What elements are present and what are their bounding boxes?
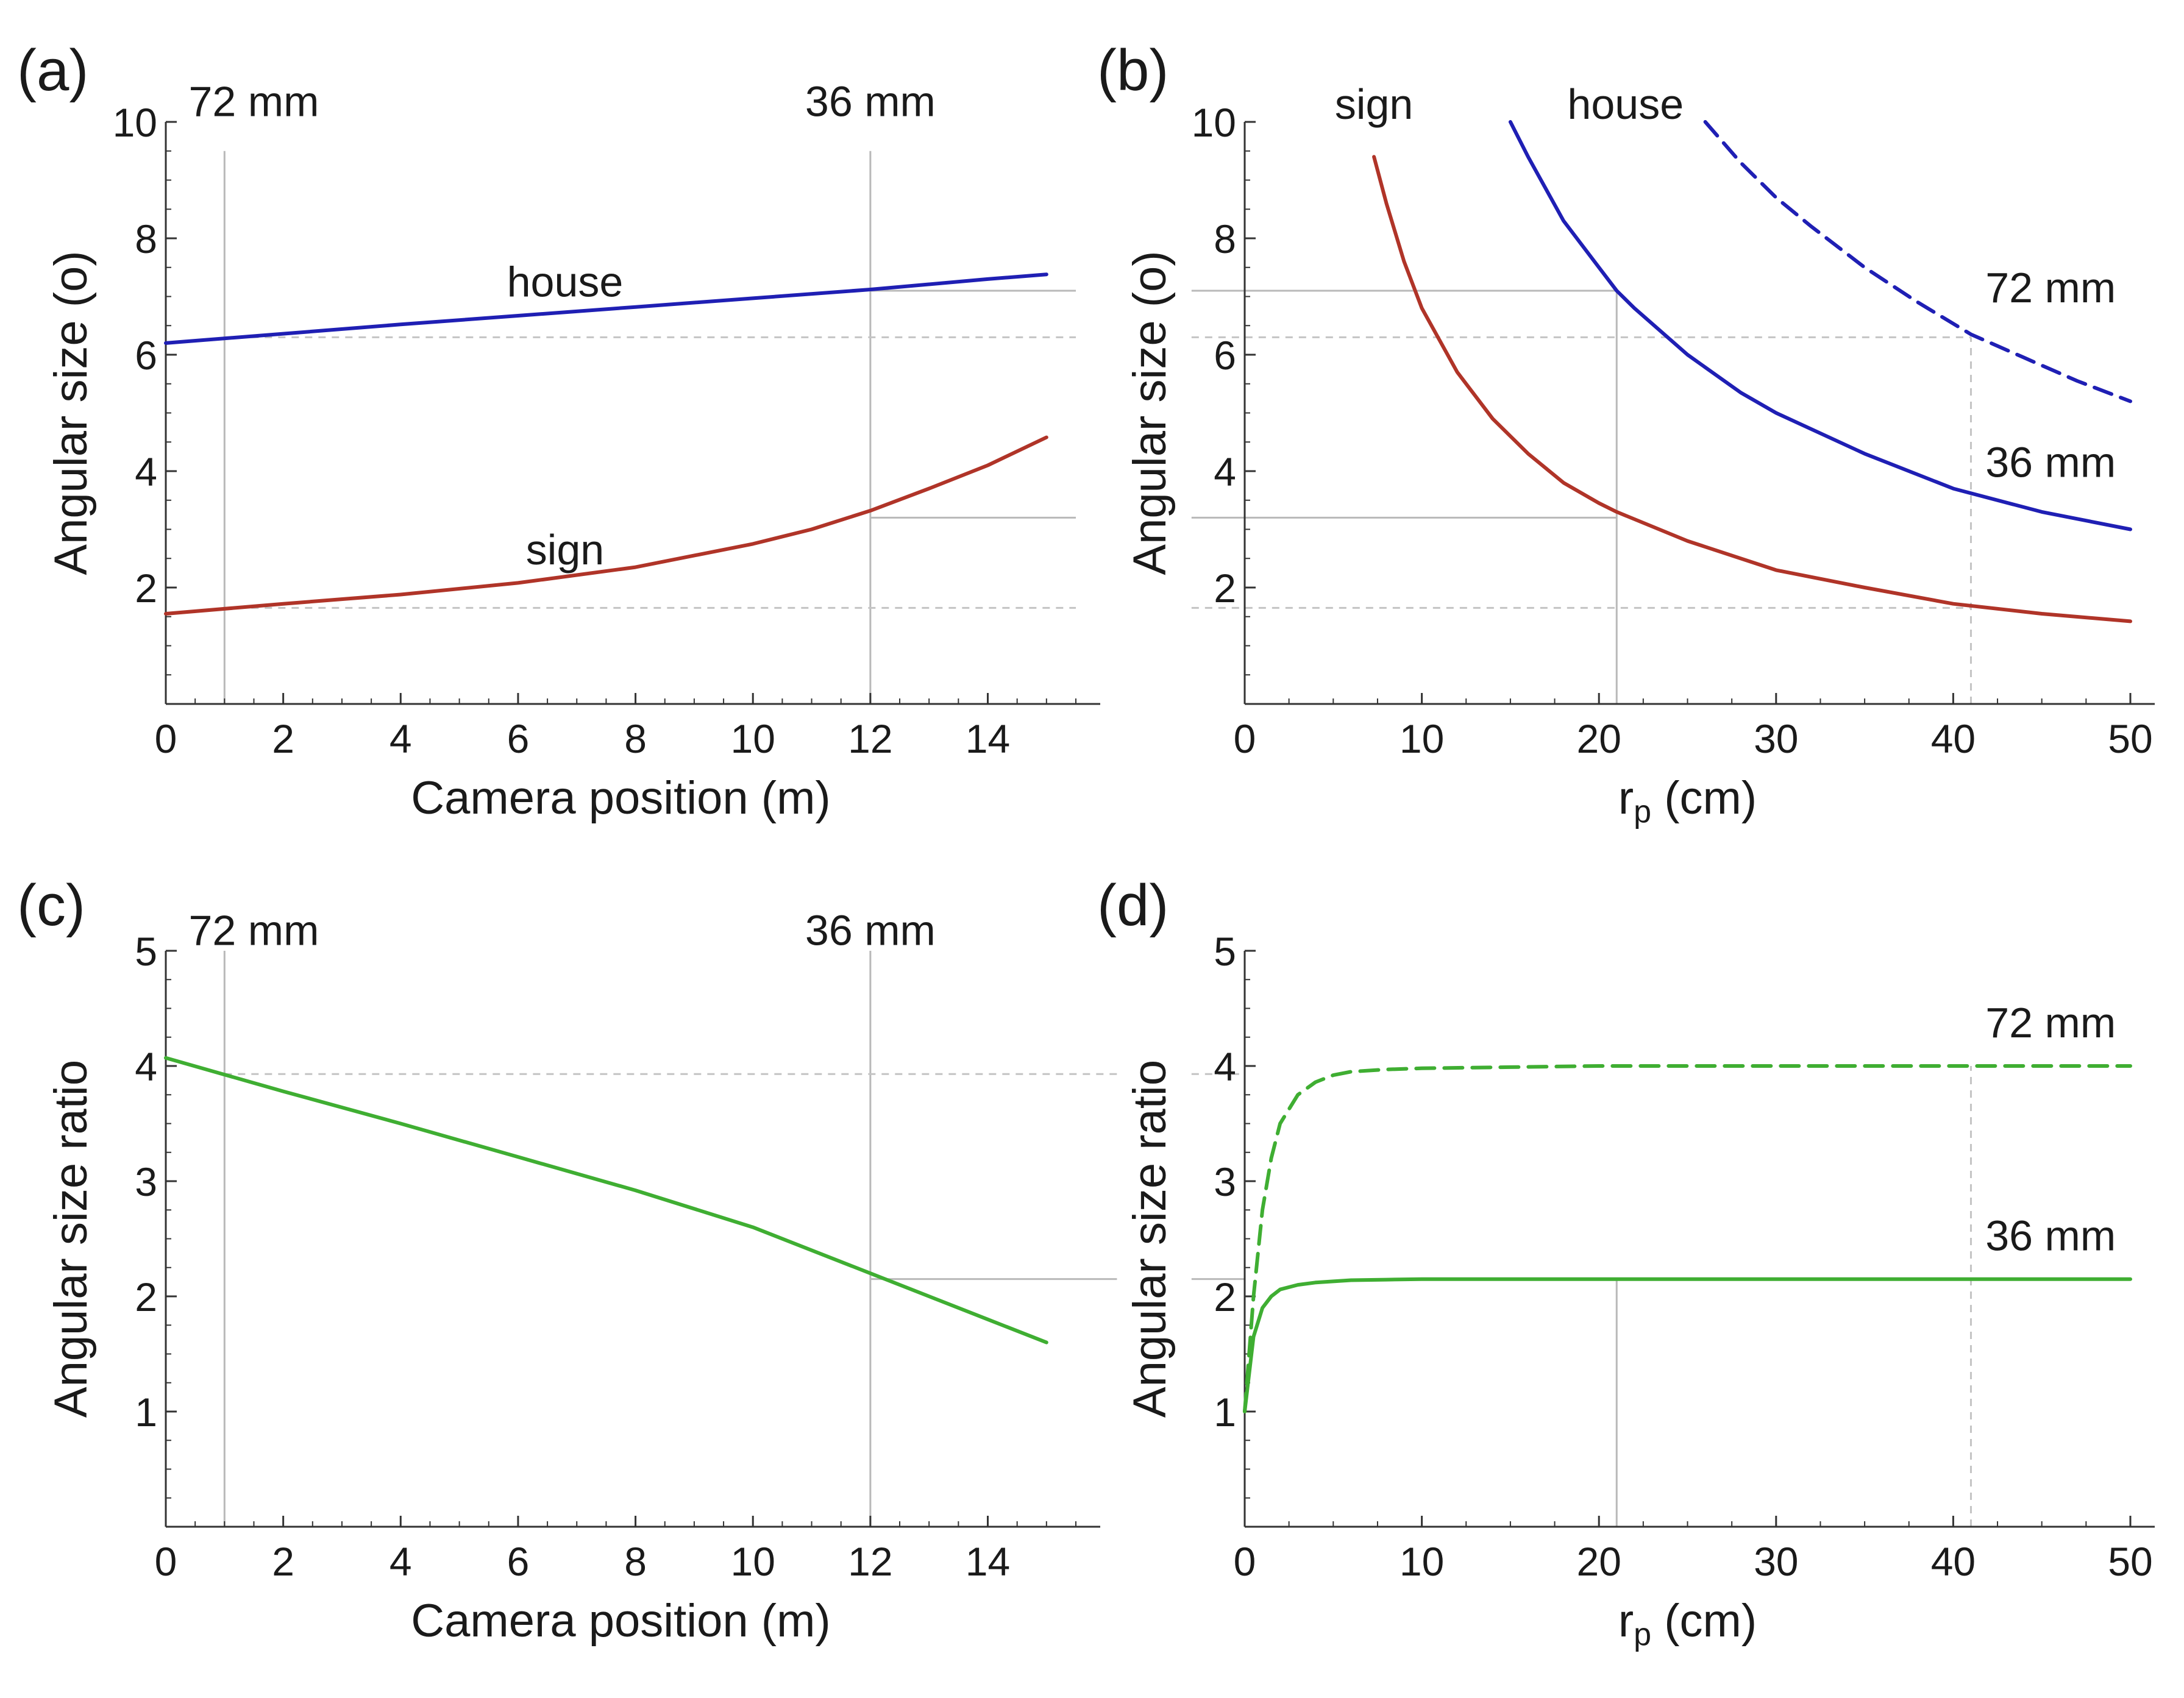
panel-b: 0 10 20 30 40 50 2 4 6 8 10 sign house 72 mm 36 mm (b) r…: [1097, 38, 2155, 829]
y-tick-label: 4: [135, 449, 157, 494]
y-axis-title: Angular size ratio: [45, 1060, 97, 1418]
x-tick-label: 6: [507, 1539, 530, 1584]
x-tick-label: 0: [1234, 1539, 1256, 1584]
annotation-label: 72 mm: [189, 77, 319, 125]
y-tick-label: 6: [135, 333, 157, 378]
series-72-mm-line: [1243, 1064, 2132, 1413]
series-sign-line: [1372, 155, 2132, 623]
x-axis-title-main: Camera position (m): [411, 772, 830, 824]
x-axis-title-main: Camera position (m): [411, 1595, 830, 1647]
x-axis-title-main: r: [1618, 1595, 1634, 1647]
x-tick-label: 2: [272, 1539, 294, 1584]
y-tick-label: 3: [1214, 1159, 1236, 1204]
annotation-label: 36 mm: [805, 77, 936, 125]
annotation-label: 36 mm: [1985, 1212, 2116, 1259]
y-tick-label: 8: [1214, 216, 1236, 261]
annotation-label: house: [507, 258, 624, 306]
x-tick-label: 10: [731, 716, 775, 761]
annotation-label: house: [1567, 80, 1684, 128]
x-tick-label: 12: [848, 1539, 892, 1584]
x-tick-label: 10: [731, 1539, 775, 1584]
x-axis-title-units: (cm): [1651, 1595, 1757, 1647]
y-tick-label: 2: [1214, 566, 1236, 611]
panel-label: (a): [17, 38, 88, 103]
x-axis-title: rp (cm): [1618, 772, 1757, 829]
series-ratio-line: [164, 1056, 1048, 1345]
x-axis-title: Camera position (m): [411, 772, 830, 824]
y-tick-label: 2: [135, 566, 157, 611]
y-tick-label: 8: [135, 216, 157, 261]
x-tick-label: 40: [1931, 1539, 1976, 1584]
series-house-36-mm-line: [1508, 120, 2132, 531]
series-house-line: [164, 272, 1048, 345]
x-tick-label: 8: [624, 1539, 647, 1584]
y-tick-label: 4: [1214, 1044, 1236, 1089]
x-tick-label: 20: [1576, 716, 1621, 761]
series-36-mm-line: [1243, 1277, 2132, 1413]
x-tick-label: 50: [2108, 716, 2152, 761]
annotation-label: 72 mm: [1985, 999, 2116, 1046]
y-axis-title: Angular size ratio: [1124, 1060, 1176, 1418]
x-tick-label: 4: [389, 1539, 412, 1584]
annotation-label: 36 mm: [805, 907, 936, 954]
y-tick-label: 4: [1214, 449, 1236, 494]
panel-label: (c): [17, 873, 85, 938]
x-tick-label: 20: [1576, 1539, 1621, 1584]
x-tick-label: 4: [389, 716, 412, 761]
x-tick-label: 50: [2108, 1539, 2152, 1584]
y-tick-label: 5: [1214, 929, 1236, 974]
x-tick-label: 14: [966, 1539, 1010, 1584]
annotation-label: 72 mm: [1985, 264, 2116, 311]
y-axis-title: Angular size (o): [45, 250, 97, 575]
x-axis-title-subscript: p: [1634, 1617, 1651, 1652]
y-tick-label: 3: [135, 1159, 157, 1204]
x-tick-label: 14: [966, 716, 1010, 761]
annotation-label: 72 mm: [189, 907, 319, 954]
series-house-72-mm-line: [1703, 120, 2132, 403]
x-tick-label: 0: [1234, 716, 1256, 761]
y-tick-label: 10: [1192, 100, 1236, 145]
x-tick-label: 2: [272, 716, 294, 761]
series-sign-line: [164, 435, 1048, 616]
x-axis-title: rp (cm): [1618, 1595, 1757, 1652]
x-tick-label: 12: [848, 716, 892, 761]
annotation-label: sign: [526, 526, 604, 574]
y-tick-label: 2: [1214, 1274, 1236, 1320]
x-tick-label: 0: [155, 716, 177, 761]
x-axis-title-units: (cm): [1651, 772, 1757, 824]
panel-d: 0 10 20 30 40 50 1 2 3 4 5 72 mm 36 mm (d) rp (cm) Angu…: [1097, 873, 2155, 1652]
y-tick-label: 5: [135, 929, 157, 974]
panel-label: (b): [1097, 38, 1168, 103]
x-axis-title: Camera position (m): [411, 1595, 830, 1647]
x-axis-title-subscript: p: [1634, 794, 1651, 829]
x-tick-label: 10: [1400, 1539, 1444, 1584]
panel-label: (d): [1097, 873, 1168, 938]
annotation-label: sign: [1335, 80, 1413, 128]
x-tick-label: 30: [1754, 716, 1798, 761]
panel-a: 0 2 4 6 8 10 12 14 2 4 6 8 10 72 mm 36 mm house sign (a) C…: [17, 38, 1100, 824]
x-tick-label: 30: [1754, 1539, 1798, 1584]
x-tick-label: 8: [624, 716, 647, 761]
x-tick-label: 0: [155, 1539, 177, 1584]
x-tick-label: 40: [1931, 716, 1976, 761]
y-tick-label: 10: [113, 100, 157, 145]
y-axis-title: Angular size (o): [1124, 250, 1176, 575]
y-tick-label: 1: [135, 1390, 157, 1435]
y-tick-label: 2: [135, 1274, 157, 1320]
y-tick-label: 6: [1214, 333, 1236, 378]
x-tick-label: 6: [507, 716, 530, 761]
annotation-label: 36 mm: [1985, 439, 2116, 486]
x-tick-label: 10: [1400, 716, 1444, 761]
y-tick-label: 1: [1214, 1390, 1236, 1435]
x-axis-title-main: r: [1618, 772, 1634, 824]
y-tick-label: 4: [135, 1044, 157, 1089]
